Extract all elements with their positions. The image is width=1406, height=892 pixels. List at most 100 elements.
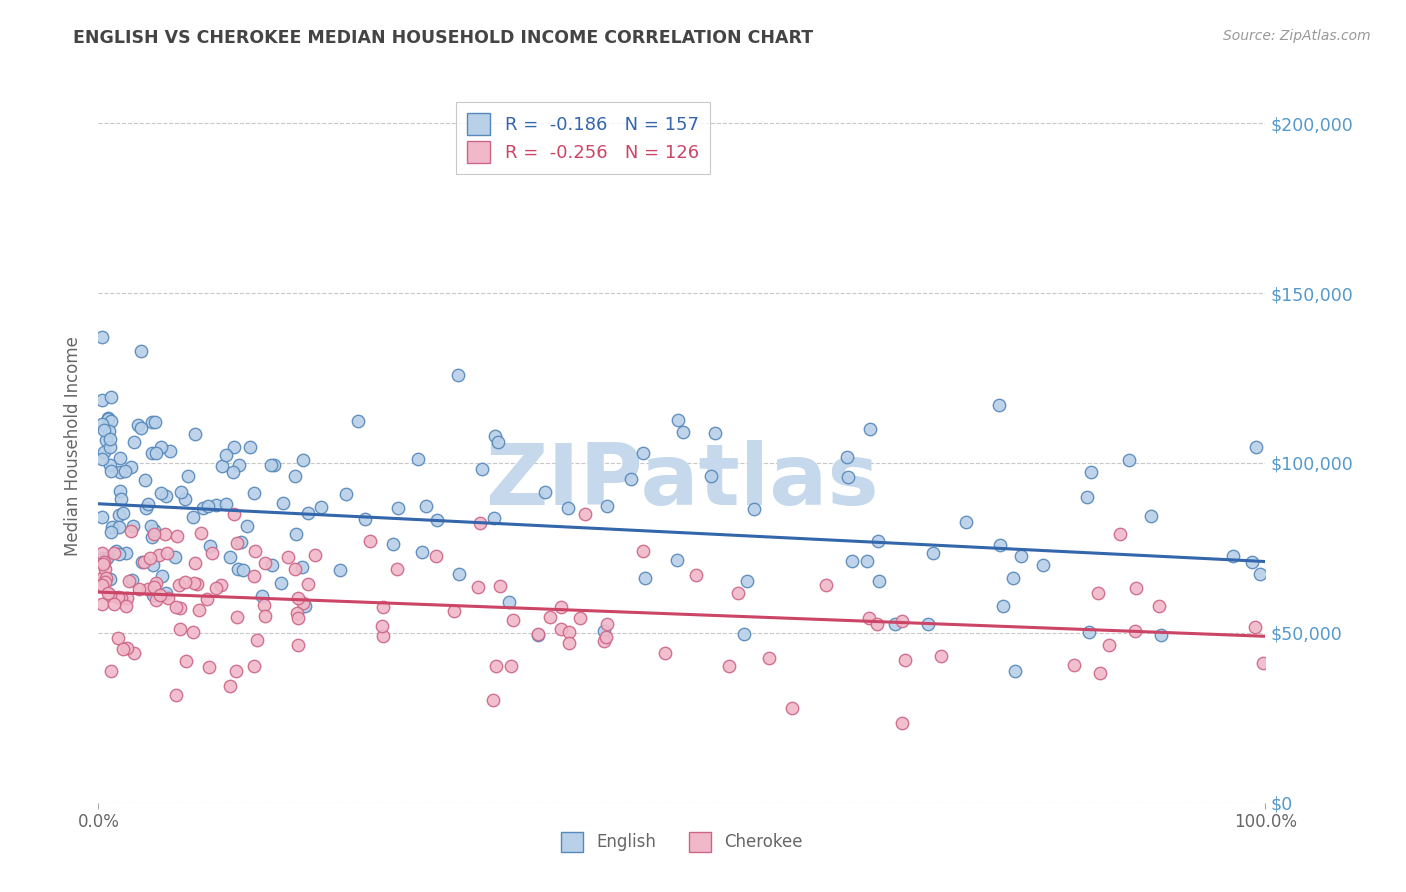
Point <box>291 453 314 467</box>
Point <box>550 622 572 636</box>
Point <box>120 524 142 538</box>
Point <box>672 425 695 439</box>
Point <box>183 576 205 591</box>
Point <box>538 610 561 624</box>
Point <box>277 550 299 565</box>
Point <box>866 534 889 549</box>
Point <box>489 579 512 593</box>
Point <box>533 485 555 500</box>
Point <box>294 599 316 613</box>
Point <box>198 539 221 553</box>
Point <box>218 550 240 565</box>
Point <box>94 433 117 447</box>
Point <box>97 412 120 426</box>
Point <box>145 593 167 607</box>
Point <box>157 591 180 606</box>
Point <box>97 586 120 600</box>
Point <box>893 652 915 666</box>
Point <box>128 582 150 596</box>
Point <box>287 638 309 652</box>
Point <box>170 485 193 500</box>
Point <box>110 450 132 465</box>
Point <box>155 527 177 541</box>
Point <box>150 569 173 583</box>
Point <box>94 572 117 586</box>
Point <box>1147 599 1170 613</box>
Point <box>482 693 505 707</box>
Point <box>1010 549 1032 563</box>
Point <box>110 492 132 507</box>
Point <box>866 616 889 631</box>
Point <box>232 563 254 577</box>
Point <box>993 599 1015 613</box>
Point <box>142 588 165 602</box>
Point <box>841 554 863 568</box>
Point <box>291 560 314 574</box>
Point <box>485 659 508 673</box>
Point <box>138 582 160 596</box>
Point <box>260 558 283 573</box>
Point <box>558 625 581 640</box>
Point <box>183 625 205 640</box>
Point <box>93 562 115 576</box>
Point <box>633 543 655 558</box>
Point <box>107 519 129 533</box>
Point <box>631 446 654 460</box>
Point <box>1222 549 1244 564</box>
Point <box>139 519 162 533</box>
Point <box>855 554 877 568</box>
Point <box>141 415 163 429</box>
Point <box>574 507 596 521</box>
Point <box>98 458 121 472</box>
Point <box>309 500 332 514</box>
Point <box>593 634 616 648</box>
Point <box>329 563 352 577</box>
Point <box>143 526 166 541</box>
Point <box>111 641 134 656</box>
Point <box>141 530 163 544</box>
Point <box>100 390 122 404</box>
Point <box>382 537 405 551</box>
Point <box>142 523 165 537</box>
Point <box>236 518 259 533</box>
Point <box>527 627 550 641</box>
Text: Source: ZipAtlas.com: Source: ZipAtlas.com <box>1223 29 1371 44</box>
Point <box>484 428 506 442</box>
Text: ZIPatlas: ZIPatlas <box>485 440 879 524</box>
Point <box>373 600 395 615</box>
Point <box>596 499 619 513</box>
Point <box>291 596 314 610</box>
Point <box>1076 490 1098 504</box>
Point <box>1078 625 1101 640</box>
Point <box>121 573 143 587</box>
Point <box>107 591 129 605</box>
Point <box>114 599 136 613</box>
Point <box>108 483 131 498</box>
Point <box>287 611 309 625</box>
Point <box>700 469 723 483</box>
Point <box>815 578 838 592</box>
Point <box>703 425 725 440</box>
Point <box>134 473 156 487</box>
Point <box>238 440 260 454</box>
Point <box>387 562 409 576</box>
Point <box>988 538 1011 552</box>
Point <box>211 459 233 474</box>
Point <box>1243 620 1265 634</box>
Point <box>145 446 167 460</box>
Point <box>917 617 939 632</box>
Point <box>243 544 266 558</box>
Point <box>205 582 228 596</box>
Point <box>868 574 890 588</box>
Point <box>97 411 120 425</box>
Point <box>246 632 269 647</box>
Point <box>1150 628 1173 642</box>
Y-axis label: Median Household Income: Median Household Income <box>65 336 83 556</box>
Point <box>129 343 152 358</box>
Point <box>93 423 115 437</box>
Point <box>858 611 880 625</box>
Point <box>184 427 207 442</box>
Point <box>370 618 392 632</box>
Point <box>159 443 181 458</box>
Point <box>100 664 122 678</box>
